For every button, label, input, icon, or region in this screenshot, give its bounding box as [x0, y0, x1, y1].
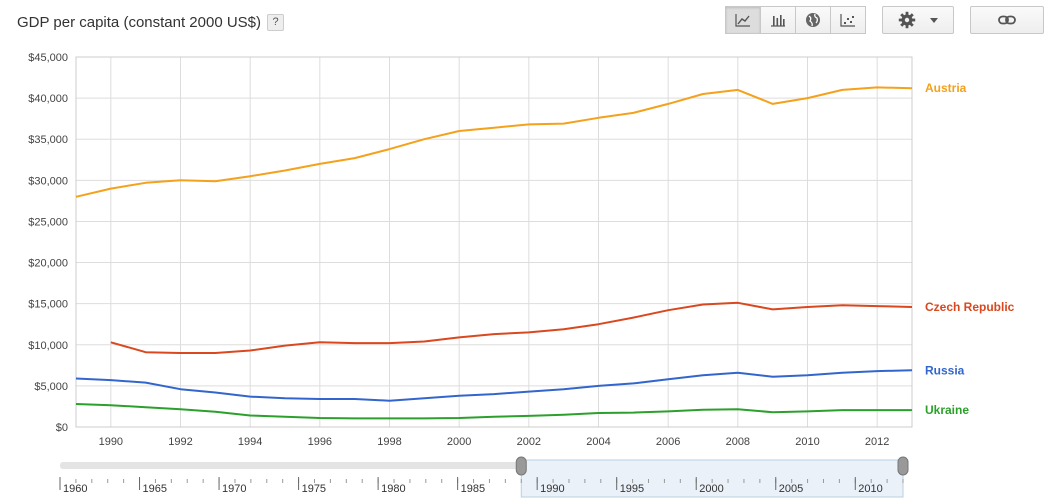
- x-tick-label: 2008: [726, 436, 750, 448]
- x-tick-label: 1994: [238, 436, 262, 448]
- x-tick-label: 1998: [377, 436, 401, 448]
- y-tick-label: $25,000: [28, 216, 68, 228]
- timeline-start-handle[interactable]: [515, 456, 527, 476]
- y-tick-label: $20,000: [28, 258, 68, 270]
- gear-icon: [898, 11, 916, 29]
- x-tick-label: 2010: [795, 436, 819, 448]
- x-tick-label: 2004: [586, 436, 610, 448]
- x-tick-label: 1996: [308, 436, 332, 448]
- timeline-label: 1960: [63, 483, 87, 495]
- x-axis: 1990 1992 1994 1996 1998 2000 2002 2004 2006 2008…: [99, 436, 890, 448]
- line-chart-icon: [735, 14, 750, 27]
- x-tick-label: 2012: [865, 436, 889, 448]
- link-icon: [998, 15, 1016, 25]
- link-button[interactable]: [970, 6, 1044, 34]
- timeline-label: 2010: [858, 483, 882, 495]
- timeline-label: 1970: [222, 483, 246, 495]
- series-line-austria[interactable]: [75, 86, 913, 198]
- x-tick-label: 1990: [99, 436, 123, 448]
- series-lines: [75, 86, 913, 420]
- chart-type-toolbar: [725, 6, 866, 34]
- timeline-label: 1965: [143, 483, 167, 495]
- scatter-icon: [840, 14, 855, 27]
- x-tick-label: 2000: [447, 436, 471, 448]
- y-tick-label: $40,000: [28, 93, 68, 105]
- y-tick-label: $15,000: [28, 299, 68, 311]
- series-line-russia[interactable]: [75, 369, 913, 402]
- help-button[interactable]: ?: [267, 14, 285, 31]
- bar-chart-button[interactable]: [760, 6, 796, 34]
- series-label-russia: Russia: [925, 363, 965, 377]
- timeline-slider[interactable]: 1960 1965 1970 1975 1980 1985 1990 1995 2000 2005…: [59, 456, 909, 498]
- title-row: GDP per capita (constant 2000 US$) ?: [17, 14, 285, 31]
- timeline-label: 2005: [779, 483, 803, 495]
- x-tick-label: 2002: [517, 436, 541, 448]
- y-tick-label: $30,000: [28, 175, 68, 187]
- timeline-label: 1975: [302, 483, 326, 495]
- series-labels: Austria Czech Republic Russia Ukraine: [925, 81, 1015, 417]
- series-line-czech-republic[interactable]: [110, 301, 913, 354]
- timeline-label: 1980: [381, 483, 405, 495]
- scatter-chart-button[interactable]: [830, 6, 866, 34]
- timeline-label: 1990: [540, 483, 564, 495]
- bar-chart-icon: [771, 15, 785, 27]
- x-tick-label: 1992: [168, 436, 192, 448]
- series-label-ukraine: Ukraine: [925, 403, 969, 417]
- x-tick-label: 2006: [656, 436, 680, 448]
- series-label-austria: Austria: [925, 81, 967, 95]
- chart-title: GDP per capita (constant 2000 US$): [17, 14, 262, 31]
- grid: [75, 56, 913, 428]
- plot-frame: [75, 56, 913, 428]
- y-axis: $0 $5,000 $10,000 $15,000 $20,000 $25,000 $30,…: [28, 52, 68, 434]
- timeline-selection[interactable]: [520, 459, 904, 498]
- timeline-label: 1985: [461, 483, 485, 495]
- chevron-down-icon: [930, 17, 938, 23]
- timeline-label: 1995: [620, 483, 644, 495]
- y-tick-label: $5,000: [34, 381, 68, 393]
- timeline-label: 2000: [699, 483, 723, 495]
- globe-icon: [806, 13, 820, 27]
- series-line-ukraine[interactable]: [75, 403, 912, 420]
- settings-button[interactable]: [882, 6, 954, 34]
- y-tick-label: $45,000: [28, 52, 68, 64]
- series-label-czech-republic: Czech Republic: [925, 300, 1015, 314]
- y-tick-label: $35,000: [28, 134, 68, 146]
- timeline-end-handle[interactable]: [897, 456, 909, 476]
- y-tick-label: $10,000: [28, 340, 68, 352]
- y-tick-label: $0: [56, 422, 68, 434]
